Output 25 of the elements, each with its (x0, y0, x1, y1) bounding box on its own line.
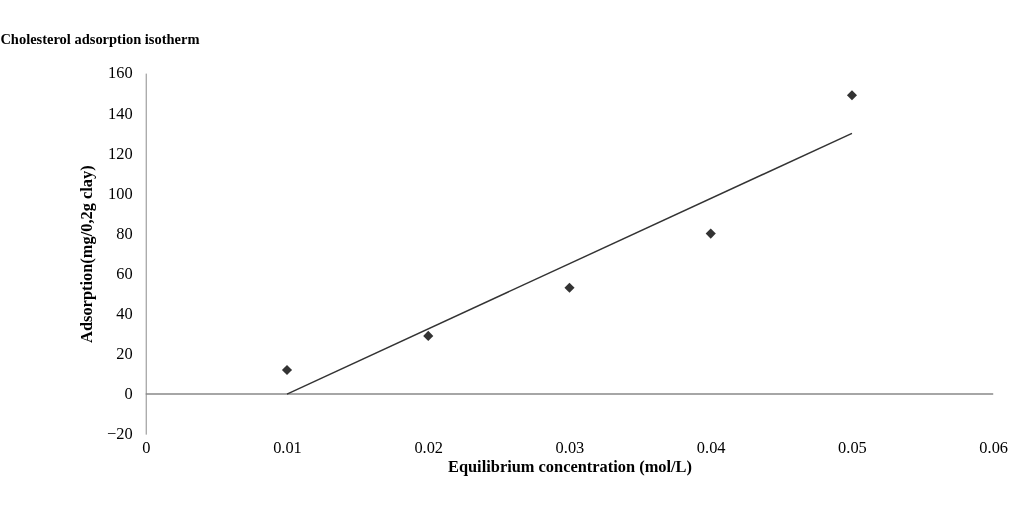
x-tick-label: 0.06 (979, 437, 1009, 457)
x-tick-label: 0.05 (838, 437, 867, 457)
y-tick-label: 140 (108, 103, 133, 123)
x-tick-label: 0.04 (696, 437, 726, 457)
point (423, 330, 434, 341)
x-tick-label: 0.03 (555, 437, 585, 457)
y-tick-label: 40 (116, 304, 133, 324)
x-tick-label: 0.01 (273, 437, 302, 457)
point (705, 228, 716, 239)
y-tick-label: 0 (124, 384, 133, 404)
y-axis-title: Adsorption(mg/0,2g clay) (76, 165, 96, 343)
chart-title: Cholesterol adsorption isotherm (0, 31, 200, 48)
x-tick-label: 0 (142, 437, 151, 457)
x-tick-label: 0.02 (414, 437, 444, 457)
point (281, 364, 293, 376)
y-tick-label: 120 (108, 143, 133, 163)
y-tick-label: 80 (116, 223, 133, 243)
x-axis-title: Equilibrium concentration (mol/L) (447, 457, 692, 477)
point (846, 90, 858, 101)
y-tick-label: 160 (108, 63, 133, 83)
y-tick-label: 20 (116, 344, 133, 364)
point (564, 282, 575, 293)
y-tick-label: 60 (116, 264, 133, 284)
y-tick-label: −20 (107, 424, 133, 444)
y-tick-label: 100 (108, 183, 133, 203)
